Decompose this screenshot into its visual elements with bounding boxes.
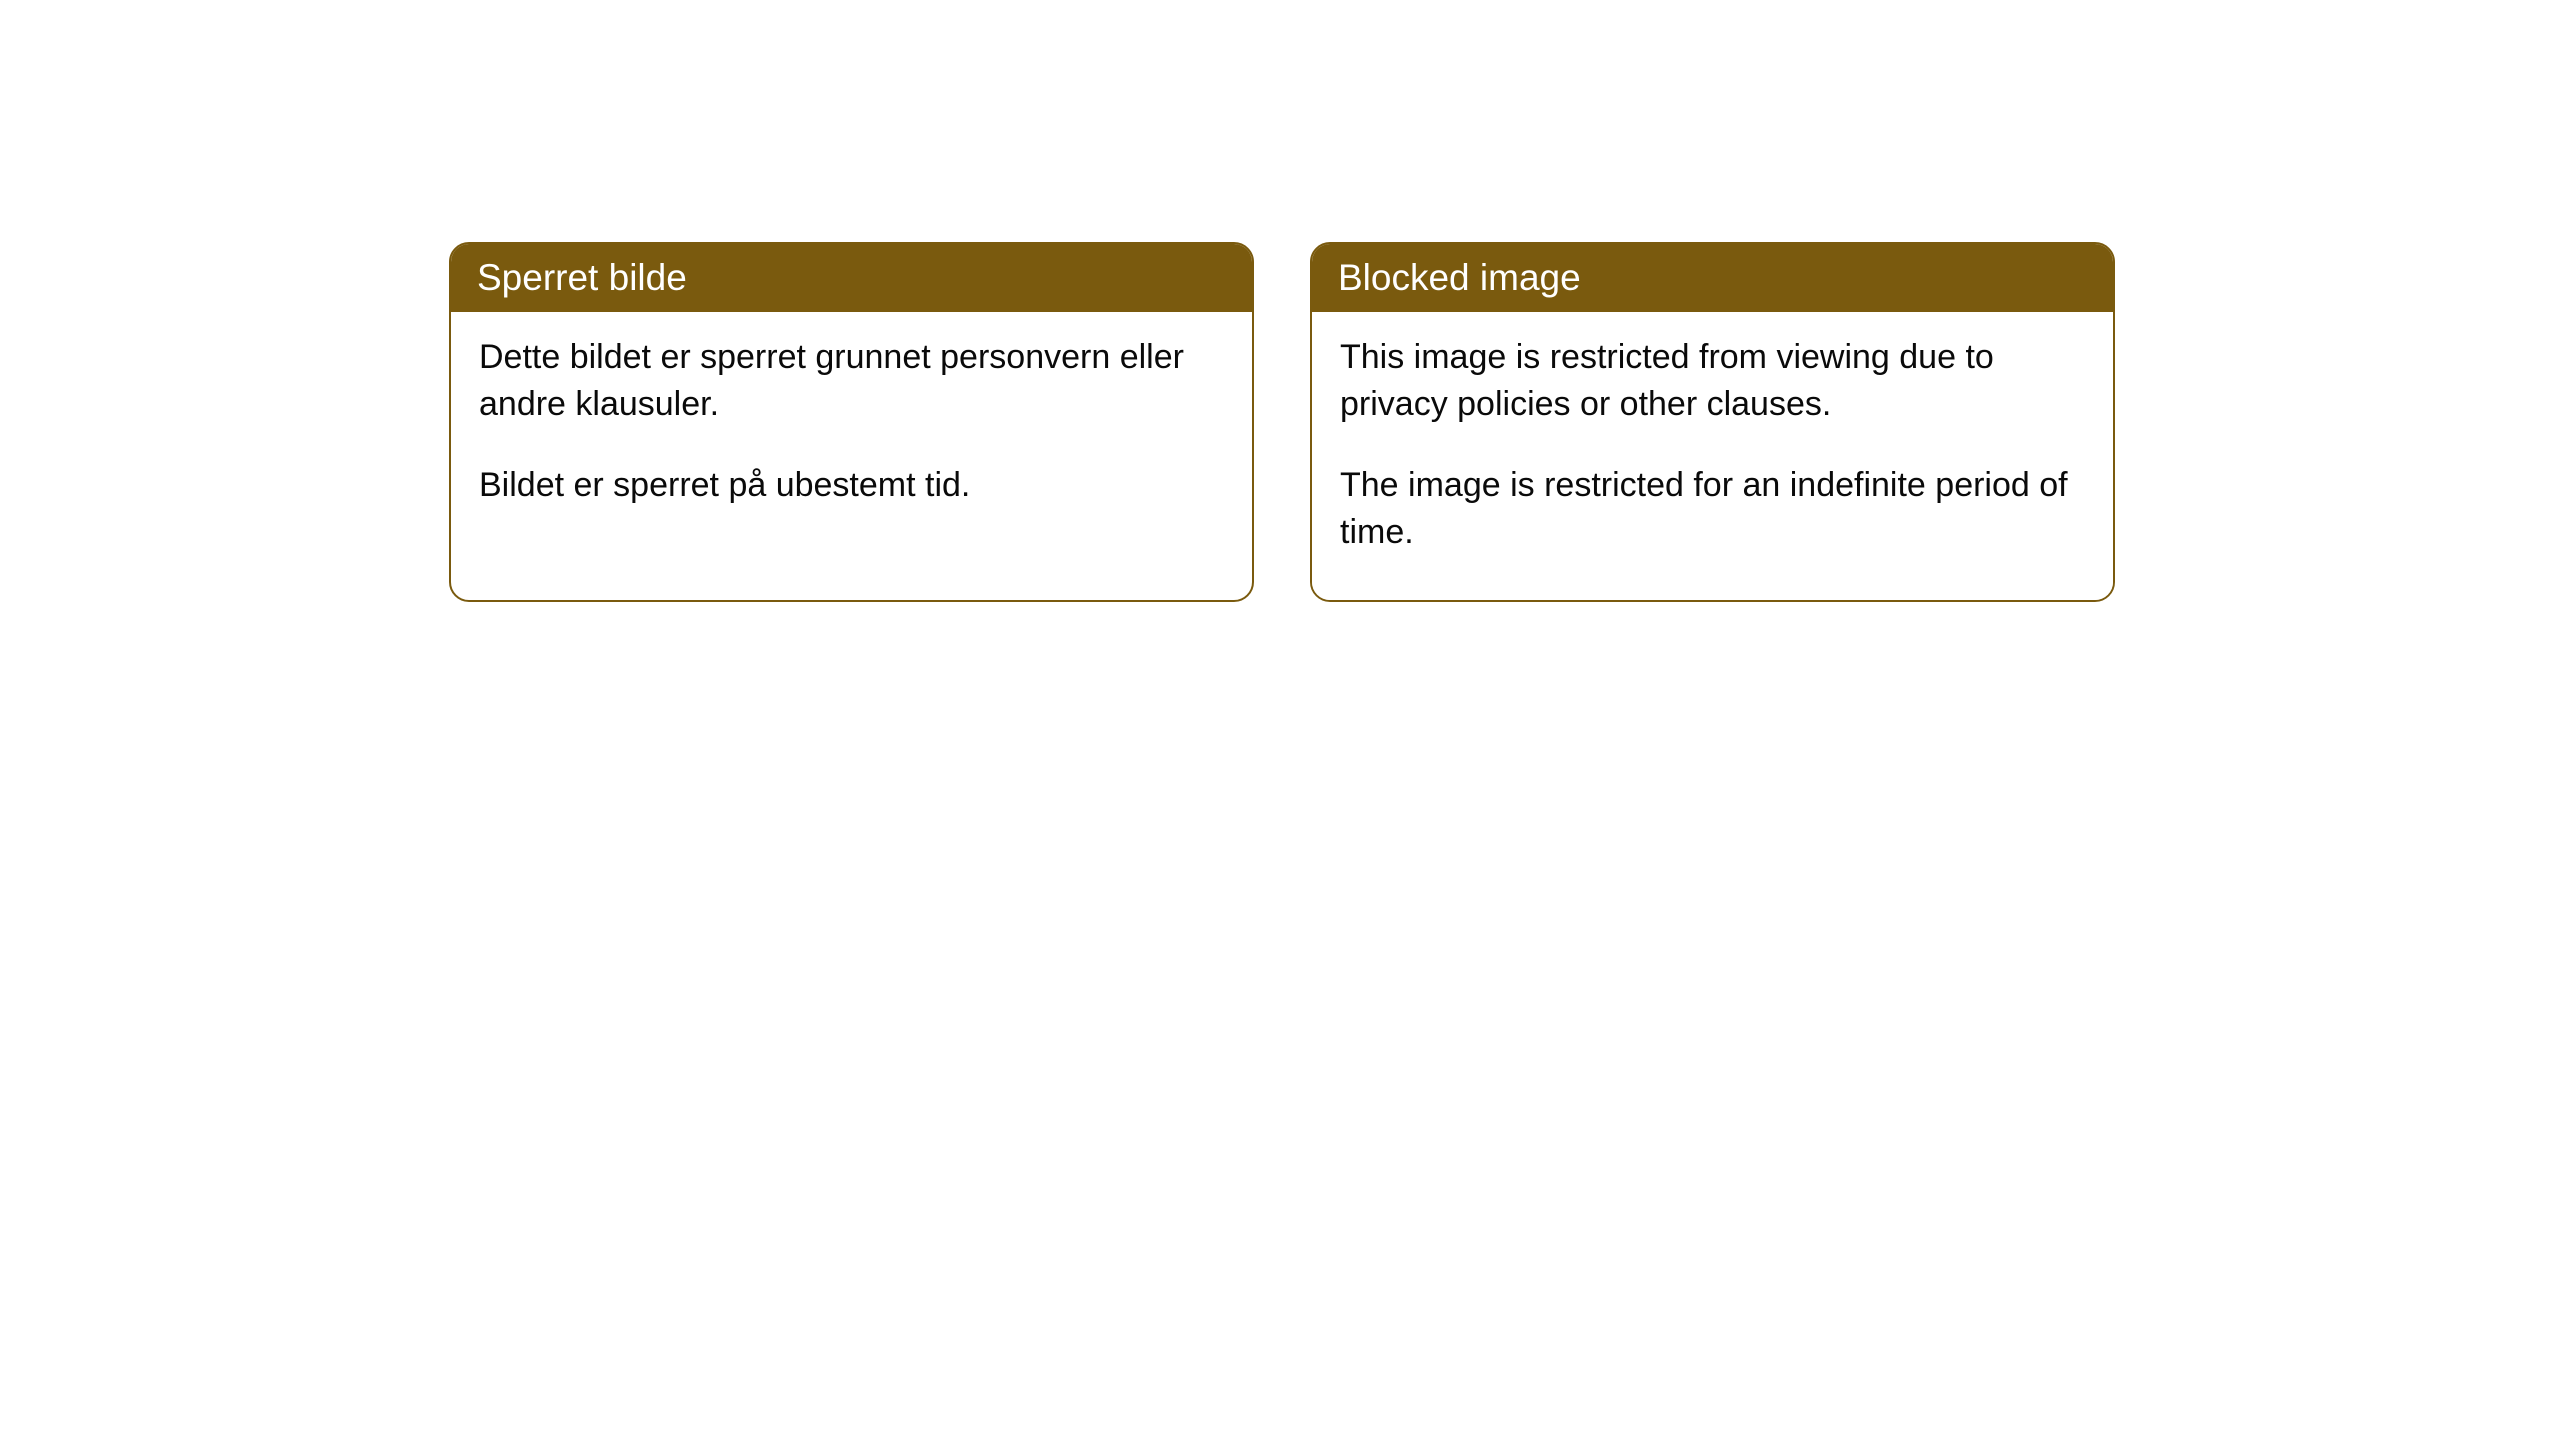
notice-paragraph-1: This image is restricted from viewing du… (1340, 334, 2085, 428)
notice-paragraph-2: Bildet er sperret på ubestemt tid. (479, 462, 1224, 509)
notice-title: Blocked image (1338, 257, 1581, 298)
notice-title: Sperret bilde (477, 257, 687, 298)
notice-card-norwegian: Sperret bilde Dette bildet er sperret gr… (449, 242, 1254, 602)
notice-body-norwegian: Dette bildet er sperret grunnet personve… (451, 312, 1252, 553)
notice-card-english: Blocked image This image is restricted f… (1310, 242, 2115, 602)
notice-paragraph-1: Dette bildet er sperret grunnet personve… (479, 334, 1224, 428)
notice-container: Sperret bilde Dette bildet er sperret gr… (0, 0, 2560, 602)
notice-paragraph-2: The image is restricted for an indefinit… (1340, 462, 2085, 556)
notice-header-english: Blocked image (1312, 244, 2113, 312)
notice-body-english: This image is restricted from viewing du… (1312, 312, 2113, 600)
notice-header-norwegian: Sperret bilde (451, 244, 1252, 312)
